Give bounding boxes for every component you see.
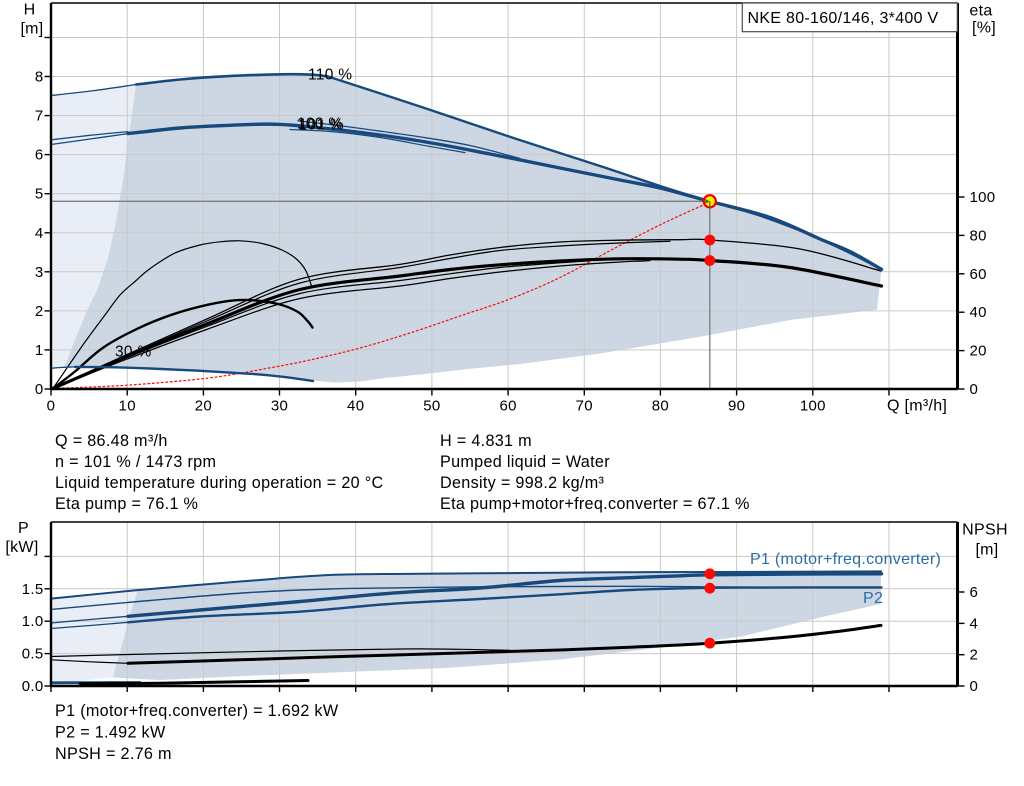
svg-text:40: 40 <box>347 398 364 415</box>
svg-text:30 %: 30 % <box>115 344 152 361</box>
svg-text:40: 40 <box>970 304 987 321</box>
svg-text:Density = 998.2 kg/m³: Density = 998.2 kg/m³ <box>440 474 605 492</box>
svg-text:0: 0 <box>47 398 56 415</box>
svg-text:P2 = 1.492 kW: P2 = 1.492 kW <box>55 724 166 742</box>
svg-text:0: 0 <box>970 678 979 695</box>
svg-text:6: 6 <box>970 584 979 601</box>
svg-text:2: 2 <box>35 303 44 320</box>
svg-text:P1 (motor+freq.converter) = 1.: P1 (motor+freq.converter) = 1.692 kW <box>55 702 339 720</box>
svg-text:P: P <box>18 520 29 537</box>
svg-text:20: 20 <box>195 398 212 415</box>
svg-text:NKE 80-160/146, 3*400 V: NKE 80-160/146, 3*400 V <box>747 10 938 27</box>
svg-text:101 %: 101 % <box>299 117 344 134</box>
svg-text:3: 3 <box>35 264 44 281</box>
svg-text:80: 80 <box>970 227 987 244</box>
svg-text:Eta pump+motor+freq.converter: Eta pump+motor+freq.converter = 67.1 % <box>440 495 750 513</box>
svg-text:30: 30 <box>271 398 288 415</box>
svg-text:NPSH = 2.76 m: NPSH = 2.76 m <box>55 745 172 763</box>
svg-text:2: 2 <box>970 647 979 664</box>
svg-text:Eta pump = 76.1 %: Eta pump = 76.1 % <box>55 495 198 513</box>
svg-text:4: 4 <box>35 225 44 242</box>
svg-text:[kW]: [kW] <box>5 539 38 556</box>
svg-text:20: 20 <box>970 343 987 360</box>
svg-text:100 %: 100 % <box>297 116 342 133</box>
svg-text:8: 8 <box>35 69 44 86</box>
svg-text:7: 7 <box>35 108 44 125</box>
svg-text:10: 10 <box>119 398 136 415</box>
svg-text:Q [m³/h]: Q [m³/h] <box>887 398 947 415</box>
svg-text:n = 101 % / 1473 rpm: n = 101 % / 1473 rpm <box>55 453 216 471</box>
svg-text:0: 0 <box>970 381 979 398</box>
svg-text:5: 5 <box>35 186 44 203</box>
svg-text:1.0: 1.0 <box>22 613 44 630</box>
svg-text:70: 70 <box>576 398 593 415</box>
svg-text:1: 1 <box>35 342 44 359</box>
svg-text:H = 4.831 m: H = 4.831 m <box>440 432 532 450</box>
svg-text:100: 100 <box>970 189 996 206</box>
svg-text:0: 0 <box>35 381 44 398</box>
svg-text:[%]: [%] <box>972 20 996 37</box>
svg-text:NPSH: NPSH <box>962 522 1008 539</box>
svg-text:0.0: 0.0 <box>22 678 44 695</box>
svg-text:60: 60 <box>499 398 516 415</box>
svg-text:0.5: 0.5 <box>22 646 44 663</box>
svg-text:1.5: 1.5 <box>22 581 44 598</box>
svg-text:H: H <box>24 2 36 19</box>
svg-text:eta: eta <box>969 3 992 20</box>
svg-text:6: 6 <box>35 147 44 164</box>
svg-text:90: 90 <box>728 398 745 415</box>
svg-text:[m]: [m] <box>975 542 998 559</box>
svg-text:P1 (motor+freq.converter): P1 (motor+freq.converter) <box>750 551 941 568</box>
svg-text:110 %: 110 % <box>308 67 352 84</box>
svg-text:P2: P2 <box>863 590 883 607</box>
svg-text:4: 4 <box>970 615 979 632</box>
svg-text:Pumped liquid = Water: Pumped liquid = Water <box>440 453 610 471</box>
svg-text:Q = 86.48 m³/h: Q = 86.48 m³/h <box>55 432 168 450</box>
svg-text:80: 80 <box>652 398 669 415</box>
svg-text:[m]: [m] <box>20 21 43 38</box>
svg-text:60: 60 <box>970 266 987 283</box>
svg-text:50: 50 <box>423 398 440 415</box>
svg-text:100: 100 <box>800 398 826 415</box>
svg-text:Liquid temperature during oper: Liquid temperature during operation = 20… <box>55 474 384 492</box>
